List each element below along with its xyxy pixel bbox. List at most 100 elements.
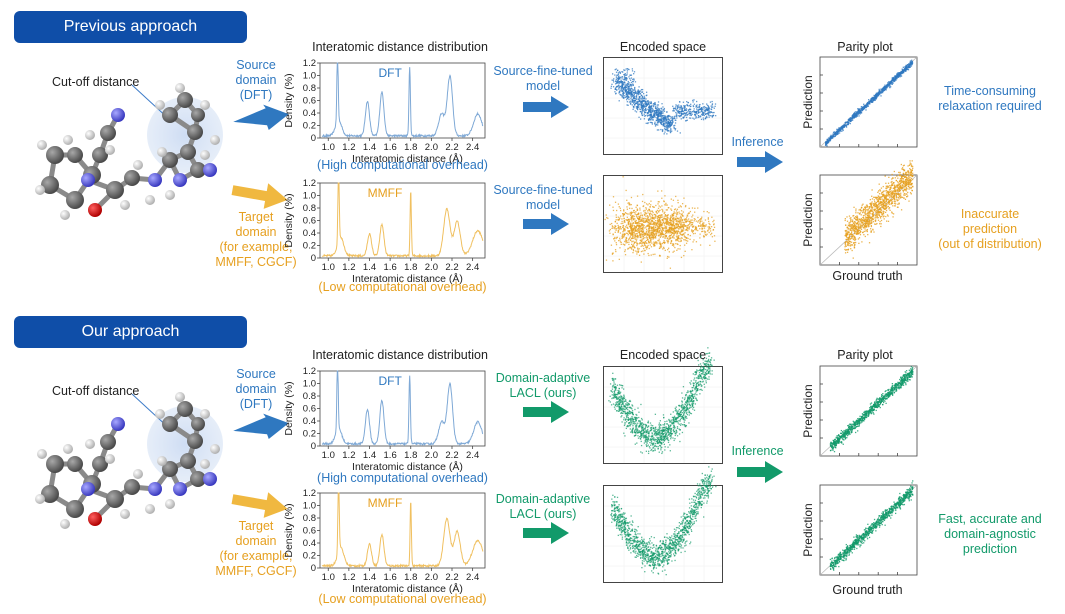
x-axis-label: Interatomic distance (Å): [352, 582, 463, 595]
x-axis-label: Interatomic distance (Å): [352, 460, 463, 473]
atom: [35, 494, 45, 504]
x-tick-label: 1.8: [404, 572, 417, 583]
encoded-space-title: Encoded space: [619, 40, 707, 54]
atom: [145, 195, 155, 205]
y-tick-label: 0.6: [303, 96, 316, 107]
encoded-space-plot: [603, 57, 723, 155]
x-tick-label: 2.4: [466, 142, 479, 153]
atom: [180, 453, 196, 469]
atom: [173, 173, 187, 187]
atom: [66, 191, 84, 209]
y-axis-label: Density (%): [283, 381, 295, 435]
y-tick-label: 0.4: [303, 538, 316, 549]
atom: [187, 124, 203, 140]
x-tick-label: 2.4: [466, 450, 479, 461]
dft-distribution-plot: 00.20.40.60.81.01.21.0 1.2 1.4 1.6 1.8 2.0 2.2…: [283, 366, 486, 473]
y-axis-label: Density (%): [283, 193, 295, 247]
atom: [148, 482, 162, 496]
y-tick-label: 0.2: [303, 241, 316, 252]
x-tick-label: 1.2: [342, 262, 355, 273]
cutoff-distance-label: Cut-off distance: [52, 75, 140, 89]
atom: [203, 163, 217, 177]
parity-plot-title: Parity plot: [837, 40, 893, 54]
x-tick-label: 2.4: [466, 262, 479, 273]
parity-xlabel: Ground truth: [832, 583, 903, 597]
atom: [177, 92, 193, 108]
arrow-right-icon: [737, 461, 783, 483]
domain-adaptive-lacl-label: Domain-adaptive LACL (ours): [495, 492, 591, 521]
atom: [200, 150, 210, 160]
x-tick-label: 1.2: [342, 572, 355, 583]
y-tick-label: 0.6: [303, 404, 316, 415]
mmff-caption: (Low computational overhead): [318, 280, 487, 294]
y-tick-label: 0.8: [303, 513, 316, 524]
x-tick-label: 1.4: [363, 262, 376, 273]
target-domain-label: Target domain (for example, MMFF, CGCF): [215, 519, 297, 578]
arrow-right-icon: [737, 151, 783, 173]
parity-plot-title: Parity plot: [837, 348, 893, 362]
previous-approach-banner: Previous approach: [14, 11, 247, 43]
x-tick-label: 1.0: [322, 142, 335, 153]
distribution-curve: [321, 62, 484, 139]
x-tick-label: 1.0: [322, 572, 335, 583]
scatter-points: [604, 176, 716, 269]
atom: [148, 173, 162, 187]
y-axis-label: Density (%): [283, 73, 295, 127]
inference-label: Inference: [731, 135, 784, 149]
dft-distribution-plot: 00.20.40.60.81.01.21.0 1.2 1.4 1.6 1.8 2.0 2.2…: [283, 58, 486, 165]
y-tick-label: 0: [311, 133, 316, 144]
atom: [46, 146, 64, 164]
y-tick-label: 0.6: [303, 526, 316, 537]
atom: [210, 135, 220, 145]
y-tick-label: 0.2: [303, 429, 316, 440]
atom: [63, 444, 73, 454]
y-tick-label: 1.2: [303, 58, 316, 69]
distribution-title: Interatomic distance distribution: [312, 40, 488, 54]
mmff-distribution-plot: 00.20.40.60.81.01.21.0 1.2 1.4 1.6 1.8 2.0 2.2…: [283, 488, 486, 595]
arrow-right-icon: [233, 104, 289, 131]
x-tick-label: 1.2: [342, 142, 355, 153]
atom: [190, 162, 206, 178]
x-axis-label: Interatomic distance (Å): [352, 272, 463, 285]
molecule-illustration: [20, 60, 230, 230]
arrow-right-icon: [523, 522, 569, 544]
y-tick-label: 0: [311, 253, 316, 264]
y-tick-label: 0.4: [303, 108, 316, 119]
y-tick-label: 0.4: [303, 416, 316, 427]
atom: [187, 433, 203, 449]
encoded-space-title: Encoded space: [619, 348, 707, 362]
atom: [162, 152, 178, 168]
arrow-right-icon: [231, 492, 288, 518]
outcome-time-consuming: Time-consuming relaxation required: [938, 84, 1042, 113]
atom: [46, 455, 64, 473]
distribution-title: Interatomic distance distribution: [312, 348, 488, 362]
source-finetuned-model-label: Source-fine-tuned model: [493, 183, 593, 212]
atom: [41, 176, 59, 194]
atom: [37, 449, 47, 459]
distribution-curve: [321, 492, 484, 569]
atom: [100, 434, 116, 450]
x-tick-label: 1.6: [384, 572, 397, 583]
y-tick-label: 0.8: [303, 203, 316, 214]
y-tick-label: 0.8: [303, 391, 316, 402]
atom: [155, 409, 165, 419]
atom: [106, 181, 124, 199]
parity-points: [844, 160, 914, 259]
atom: [105, 145, 115, 155]
atom: [133, 469, 143, 479]
arrow-right-icon: [523, 401, 569, 423]
source-domain-label: Source domain (DFT): [235, 58, 277, 102]
y-tick-label: 0: [311, 441, 316, 452]
arrow-right-icon: [523, 213, 569, 235]
atom: [133, 160, 143, 170]
parity-xlabel: Ground truth: [832, 269, 903, 283]
atom: [60, 519, 70, 529]
atom: [162, 461, 178, 477]
atom: [157, 147, 167, 157]
atom: [81, 482, 95, 496]
dft-label: DFT: [378, 66, 402, 80]
x-tick-label: 1.8: [404, 262, 417, 273]
source-domain-label: Source domain (DFT): [235, 367, 277, 411]
atom: [173, 482, 187, 496]
outcome-fast-accurate: Fast, accurate and domain-agnostic predict…: [938, 512, 1042, 556]
